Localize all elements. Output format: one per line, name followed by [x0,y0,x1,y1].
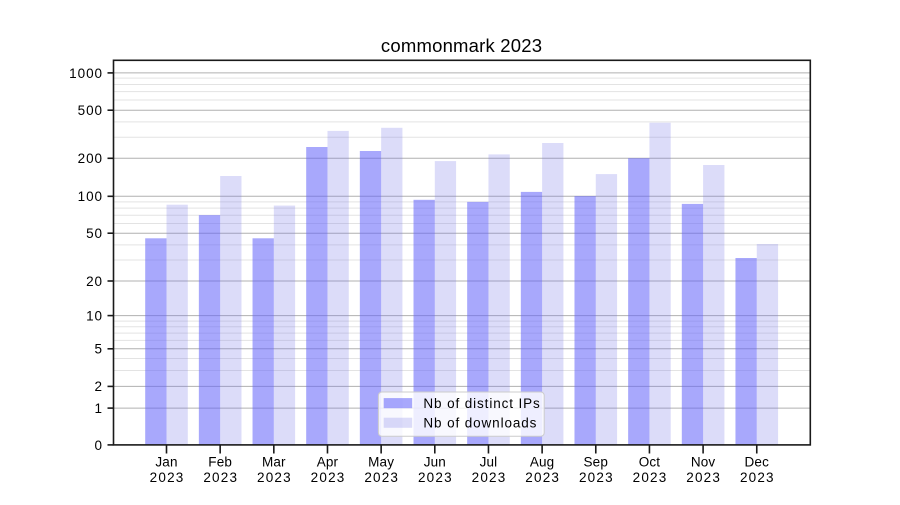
svg-text:Feb: Feb [208,455,232,470]
svg-text:Jul: Jul [480,455,498,470]
svg-text:Sep: Sep [584,455,608,470]
svg-text:2: 2 [95,379,103,394]
svg-text:Nov: Nov [691,455,716,470]
svg-text:Jan: Jan [155,455,177,470]
svg-text:Apr: Apr [317,455,339,470]
svg-text:0: 0 [95,438,103,453]
svg-text:2023: 2023 [686,470,721,485]
svg-text:20: 20 [86,274,103,289]
svg-text:5: 5 [95,342,103,357]
svg-text:1: 1 [95,401,103,416]
svg-text:2023: 2023 [311,470,346,485]
svg-text:Nb of downloads: Nb of downloads [423,415,537,430]
svg-text:Oct: Oct [639,455,661,470]
svg-text:50: 50 [86,226,103,241]
svg-text:200: 200 [78,151,103,166]
svg-text:2023: 2023 [633,470,668,485]
svg-text:Aug: Aug [530,455,554,470]
svg-text:2023: 2023 [740,470,775,485]
svg-text:2023: 2023 [579,470,614,485]
svg-text:2023: 2023 [150,470,185,485]
svg-text:500: 500 [78,103,103,118]
svg-text:May: May [368,455,394,470]
svg-text:100: 100 [78,189,103,204]
svg-text:2023: 2023 [525,470,560,485]
svg-text:10: 10 [86,309,103,324]
svg-text:2023: 2023 [257,470,292,485]
svg-text:Mar: Mar [262,455,286,470]
svg-text:Jun: Jun [424,455,446,470]
svg-text:2023: 2023 [472,470,507,485]
svg-text:1000: 1000 [69,66,103,81]
svg-text:commonmark 2023: commonmark 2023 [381,35,542,56]
svg-text:Dec: Dec [745,455,770,470]
svg-text:2023: 2023 [203,470,238,485]
svg-text:Nb of distinct IPs: Nb of distinct IPs [423,396,540,411]
svg-text:2023: 2023 [364,470,399,485]
svg-text:2023: 2023 [418,470,453,485]
